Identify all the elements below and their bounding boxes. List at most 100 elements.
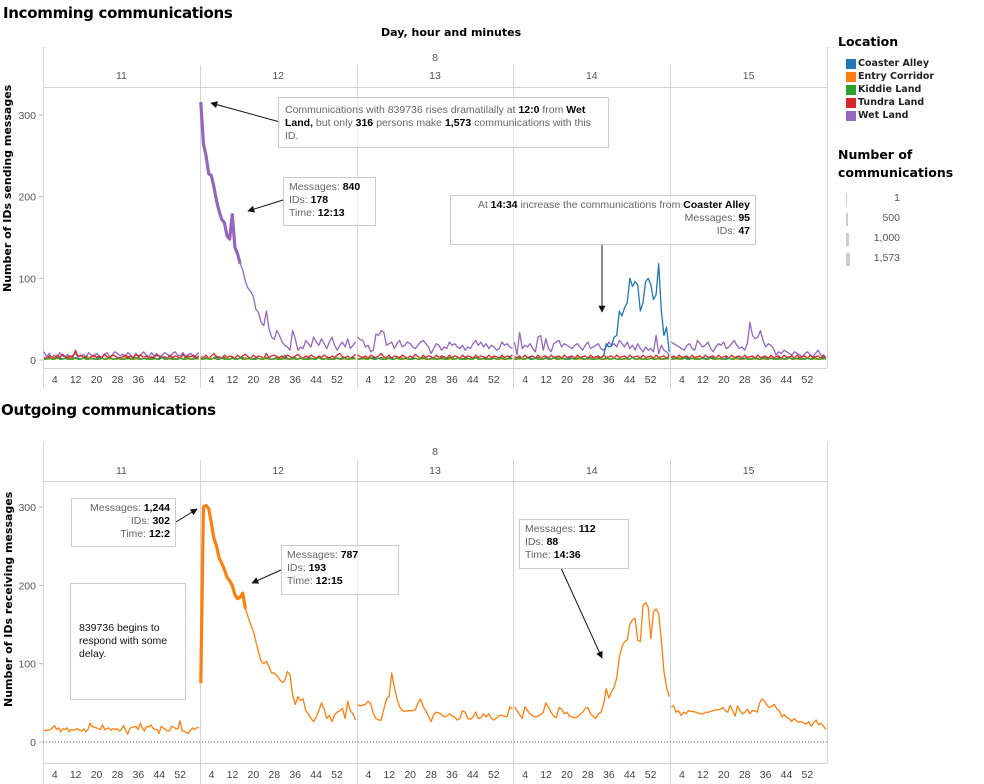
minute-tick-label: 52	[174, 769, 186, 781]
annotation-1213-tooltip: Messages: 840 IDs: 178 Time: 12:13	[283, 177, 376, 226]
legend-swatch-icon	[846, 71, 856, 82]
legend-swatch-icon	[846, 58, 856, 69]
legend-title: Location	[838, 34, 899, 49]
minute-tick-label: 12	[697, 769, 709, 781]
size-legend: Number of communications 1 500 1,000 1,573	[838, 146, 953, 270]
minute-tick-label: 12	[540, 769, 552, 781]
minute-tick-label: 44	[153, 374, 165, 386]
legend-item[interactable]: Entry Corridor	[838, 70, 984, 83]
legend-label: Entry Corridor	[858, 71, 935, 82]
outgoing-title: Outgoing communications	[1, 401, 216, 419]
legend-item[interactable]: Wet Land	[838, 109, 984, 122]
minute-tick-label: 36	[446, 769, 458, 781]
size-legend-label: 1,573	[873, 252, 900, 264]
hour-label: 13	[429, 465, 441, 477]
y-tick-label: 100	[18, 273, 36, 285]
minute-tick-label: 52	[331, 374, 343, 386]
incoming-title: Incomming communications	[3, 4, 233, 22]
minute-tick-label: 12	[70, 769, 82, 781]
legend-item[interactable]: Tundra Land	[838, 96, 984, 109]
hour-label: 14	[586, 70, 598, 82]
minute-tick-label: 52	[488, 374, 500, 386]
series-line-wet-land	[670, 321, 827, 359]
minute-tick-label: 36	[289, 374, 301, 386]
series-line-wet-land	[239, 263, 357, 351]
series-line-entry-corridor	[513, 601, 670, 720]
series-line-tundra-land	[43, 349, 200, 360]
series-line-wet-land	[513, 331, 670, 356]
size-legend-label: 1,000	[873, 232, 900, 244]
size-legend-label: 500	[882, 212, 900, 224]
minute-tick-label: 28	[268, 374, 280, 386]
annotation-wetland-spike: Communications with 839736 rises dramati…	[278, 97, 609, 148]
legend-item[interactable]: Coaster Alley	[838, 57, 984, 70]
minute-tick-label: 44	[310, 374, 322, 386]
minute-tick-label: 52	[331, 769, 343, 781]
minute-tick-label: 4	[209, 769, 215, 781]
minute-tick-label: 20	[91, 374, 103, 386]
size-legend-bar	[846, 233, 849, 246]
minute-tick-label: 4	[52, 769, 58, 781]
series-line-kiddie-land	[44, 356, 199, 360]
minute-tick-label: 44	[624, 374, 636, 386]
hour-label: 13	[429, 70, 441, 82]
day-label: 8	[432, 446, 438, 458]
minute-tick-label: 36	[446, 374, 458, 386]
y-tick-label: 100	[18, 659, 36, 671]
series-line-entry-corridor	[43, 720, 200, 735]
legend-label: Tundra Land	[858, 97, 925, 108]
series-line-wet-land-emphasis	[199, 101, 242, 265]
minute-tick-label: 12	[383, 769, 395, 781]
minute-tick-label: 52	[174, 374, 186, 386]
minute-tick-label: 20	[248, 769, 260, 781]
minute-tick-label: 28	[582, 769, 594, 781]
minute-tick-label: 4	[52, 374, 58, 386]
minute-tick-label: 4	[679, 769, 685, 781]
size-legend-item: 1,000	[838, 230, 900, 250]
minute-tick-label: 44	[624, 769, 636, 781]
y-tick-label: 0	[30, 355, 36, 367]
y-tick-label: 0	[30, 737, 36, 749]
minute-tick-label: 44	[153, 769, 165, 781]
minute-tick-label: 20	[561, 374, 573, 386]
legend-swatch-icon	[846, 84, 856, 95]
x-header-title: Day, hour and minutes	[381, 26, 522, 39]
minute-tick-label: 28	[268, 769, 280, 781]
arrow-to-122-peak	[175, 508, 198, 523]
legend-swatch-icon	[846, 110, 856, 121]
series-line-kiddie-land	[514, 356, 670, 360]
size-legend-item: 1	[838, 190, 900, 210]
minute-tick-label: 4	[522, 374, 528, 386]
annotation-delay-note: 839736 begins to respond with some delay…	[70, 583, 186, 700]
arrow-to-1213-point	[247, 199, 284, 213]
day-label: 8	[432, 52, 438, 64]
legend-label: Coaster Alley	[858, 58, 930, 69]
minute-tick-label: 44	[781, 769, 793, 781]
minute-tick-label: 36	[603, 769, 615, 781]
hour-label: 12	[272, 70, 284, 82]
series-line-coaster-alley	[514, 262, 670, 360]
minute-tick-label: 44	[467, 769, 479, 781]
series-line-kiddie-land	[357, 356, 513, 360]
arrow-to-1436-rise	[560, 567, 603, 659]
minute-tick-label: 20	[248, 374, 260, 386]
hour-label: 11	[116, 70, 127, 82]
minute-tick-label: 36	[289, 769, 301, 781]
size-legend-bar	[846, 193, 847, 206]
minute-tick-label: 4	[365, 374, 371, 386]
annotation-coaster-alley: At 14:34 increase the communications fro…	[450, 195, 756, 245]
minute-tick-label: 4	[209, 374, 215, 386]
annotation-122-tooltip: Messages: 1,244 IDs: 302 Time: 12:2	[71, 498, 176, 547]
minute-tick-label: 52	[645, 374, 657, 386]
minute-tick-label: 12	[227, 769, 239, 781]
minute-tick-label: 12	[70, 374, 82, 386]
hour-label: 12	[272, 465, 284, 477]
minute-tick-label: 20	[404, 769, 416, 781]
minute-tick-label: 20	[718, 769, 730, 781]
minute-tick-label: 12	[383, 374, 395, 386]
minute-tick-label: 28	[112, 374, 124, 386]
size-legend-label: 1	[894, 192, 900, 204]
minute-tick-label: 20	[718, 374, 730, 386]
legend-item[interactable]: Kiddie Land	[838, 83, 984, 96]
